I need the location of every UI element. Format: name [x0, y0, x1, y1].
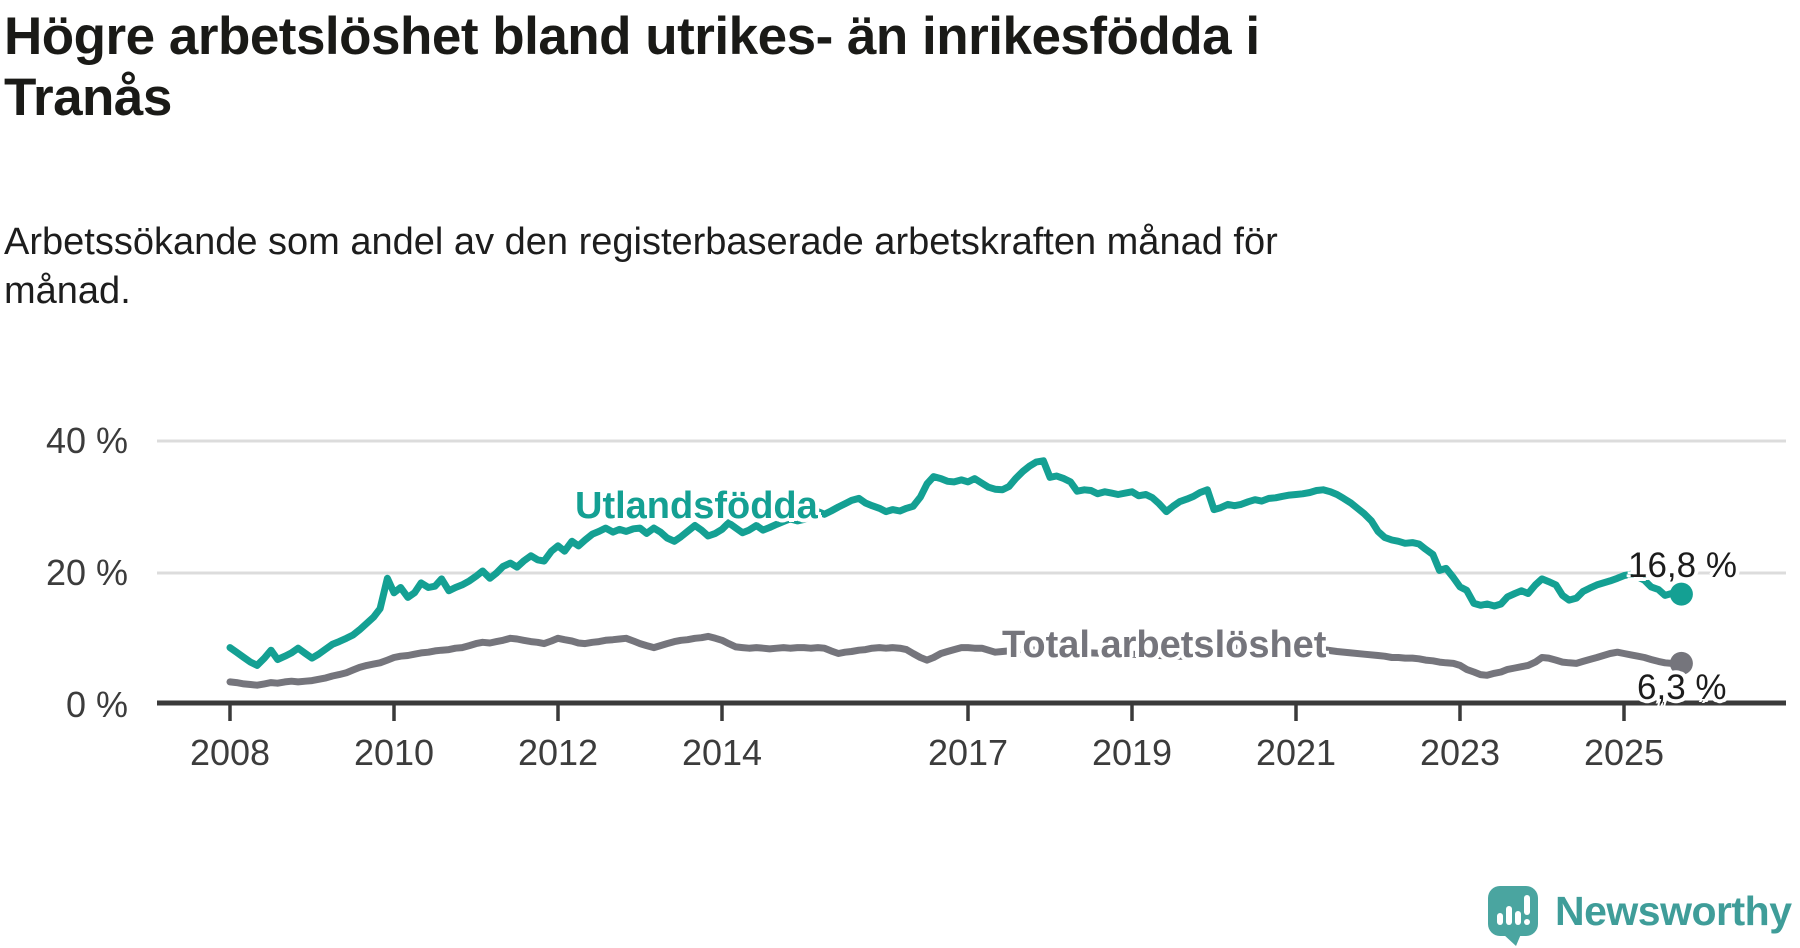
x-tick-label-2023: 2023 — [1419, 732, 1501, 773]
chart-subtitle-line2: månad. — [4, 270, 131, 313]
x-tick-label-2025: 2025 — [1583, 732, 1665, 773]
chart-subtitle: Arbetssökande som andel av den registerb… — [4, 218, 1464, 317]
newsworthy-logo: Newsworthy — [1488, 886, 1792, 946]
series-line-0 — [226, 457, 1685, 669]
x-tick-label-2014: 2014 — [681, 732, 763, 773]
end-value-utlandsfodda: 16,8 % — [1628, 546, 1737, 585]
x-tick-label-2008: 2008 — [189, 732, 271, 773]
x-tick-label-2017: 2017 — [927, 732, 1009, 773]
x-tick-label-2012: 2012 — [517, 732, 599, 773]
newsworthy-wordmark: Newsworthy — [1555, 888, 1792, 934]
chart-title: Högre arbetslöshet bland utrikes- än inr… — [4, 6, 1484, 129]
x-tick-label-2010: 2010 — [353, 732, 435, 773]
y-tick-label-0: 0 % — [65, 684, 128, 725]
end-dot-series-0 — [1669, 582, 1693, 606]
chart-title-line1: Högre arbetslöshet bland utrikes- än inr… — [4, 7, 1260, 66]
x-tick-label-2019: 2019 — [1091, 732, 1173, 773]
x-tick-label-2021: 2021 — [1255, 732, 1337, 773]
series-label-utlandsfodda: Utlandsfödda — [575, 485, 818, 527]
series-line-1 — [226, 632, 1685, 689]
end-value-total-arbetsloshet: 6,3 % — [1637, 668, 1727, 707]
y-tick-label-20: 20 % — [45, 552, 128, 593]
newsworthy-chart-bubble-icon — [1488, 886, 1538, 946]
chart-subtitle-line1: Arbetssökande som andel av den registerb… — [4, 221, 1278, 263]
y-tick-label-40: 40 % — [45, 420, 128, 461]
end-dot-series-1 — [1669, 651, 1693, 675]
chart-title-line2: Tranås — [4, 68, 172, 128]
series-label-total-arbetsloshet: Total arbetslöshet — [1002, 624, 1327, 666]
